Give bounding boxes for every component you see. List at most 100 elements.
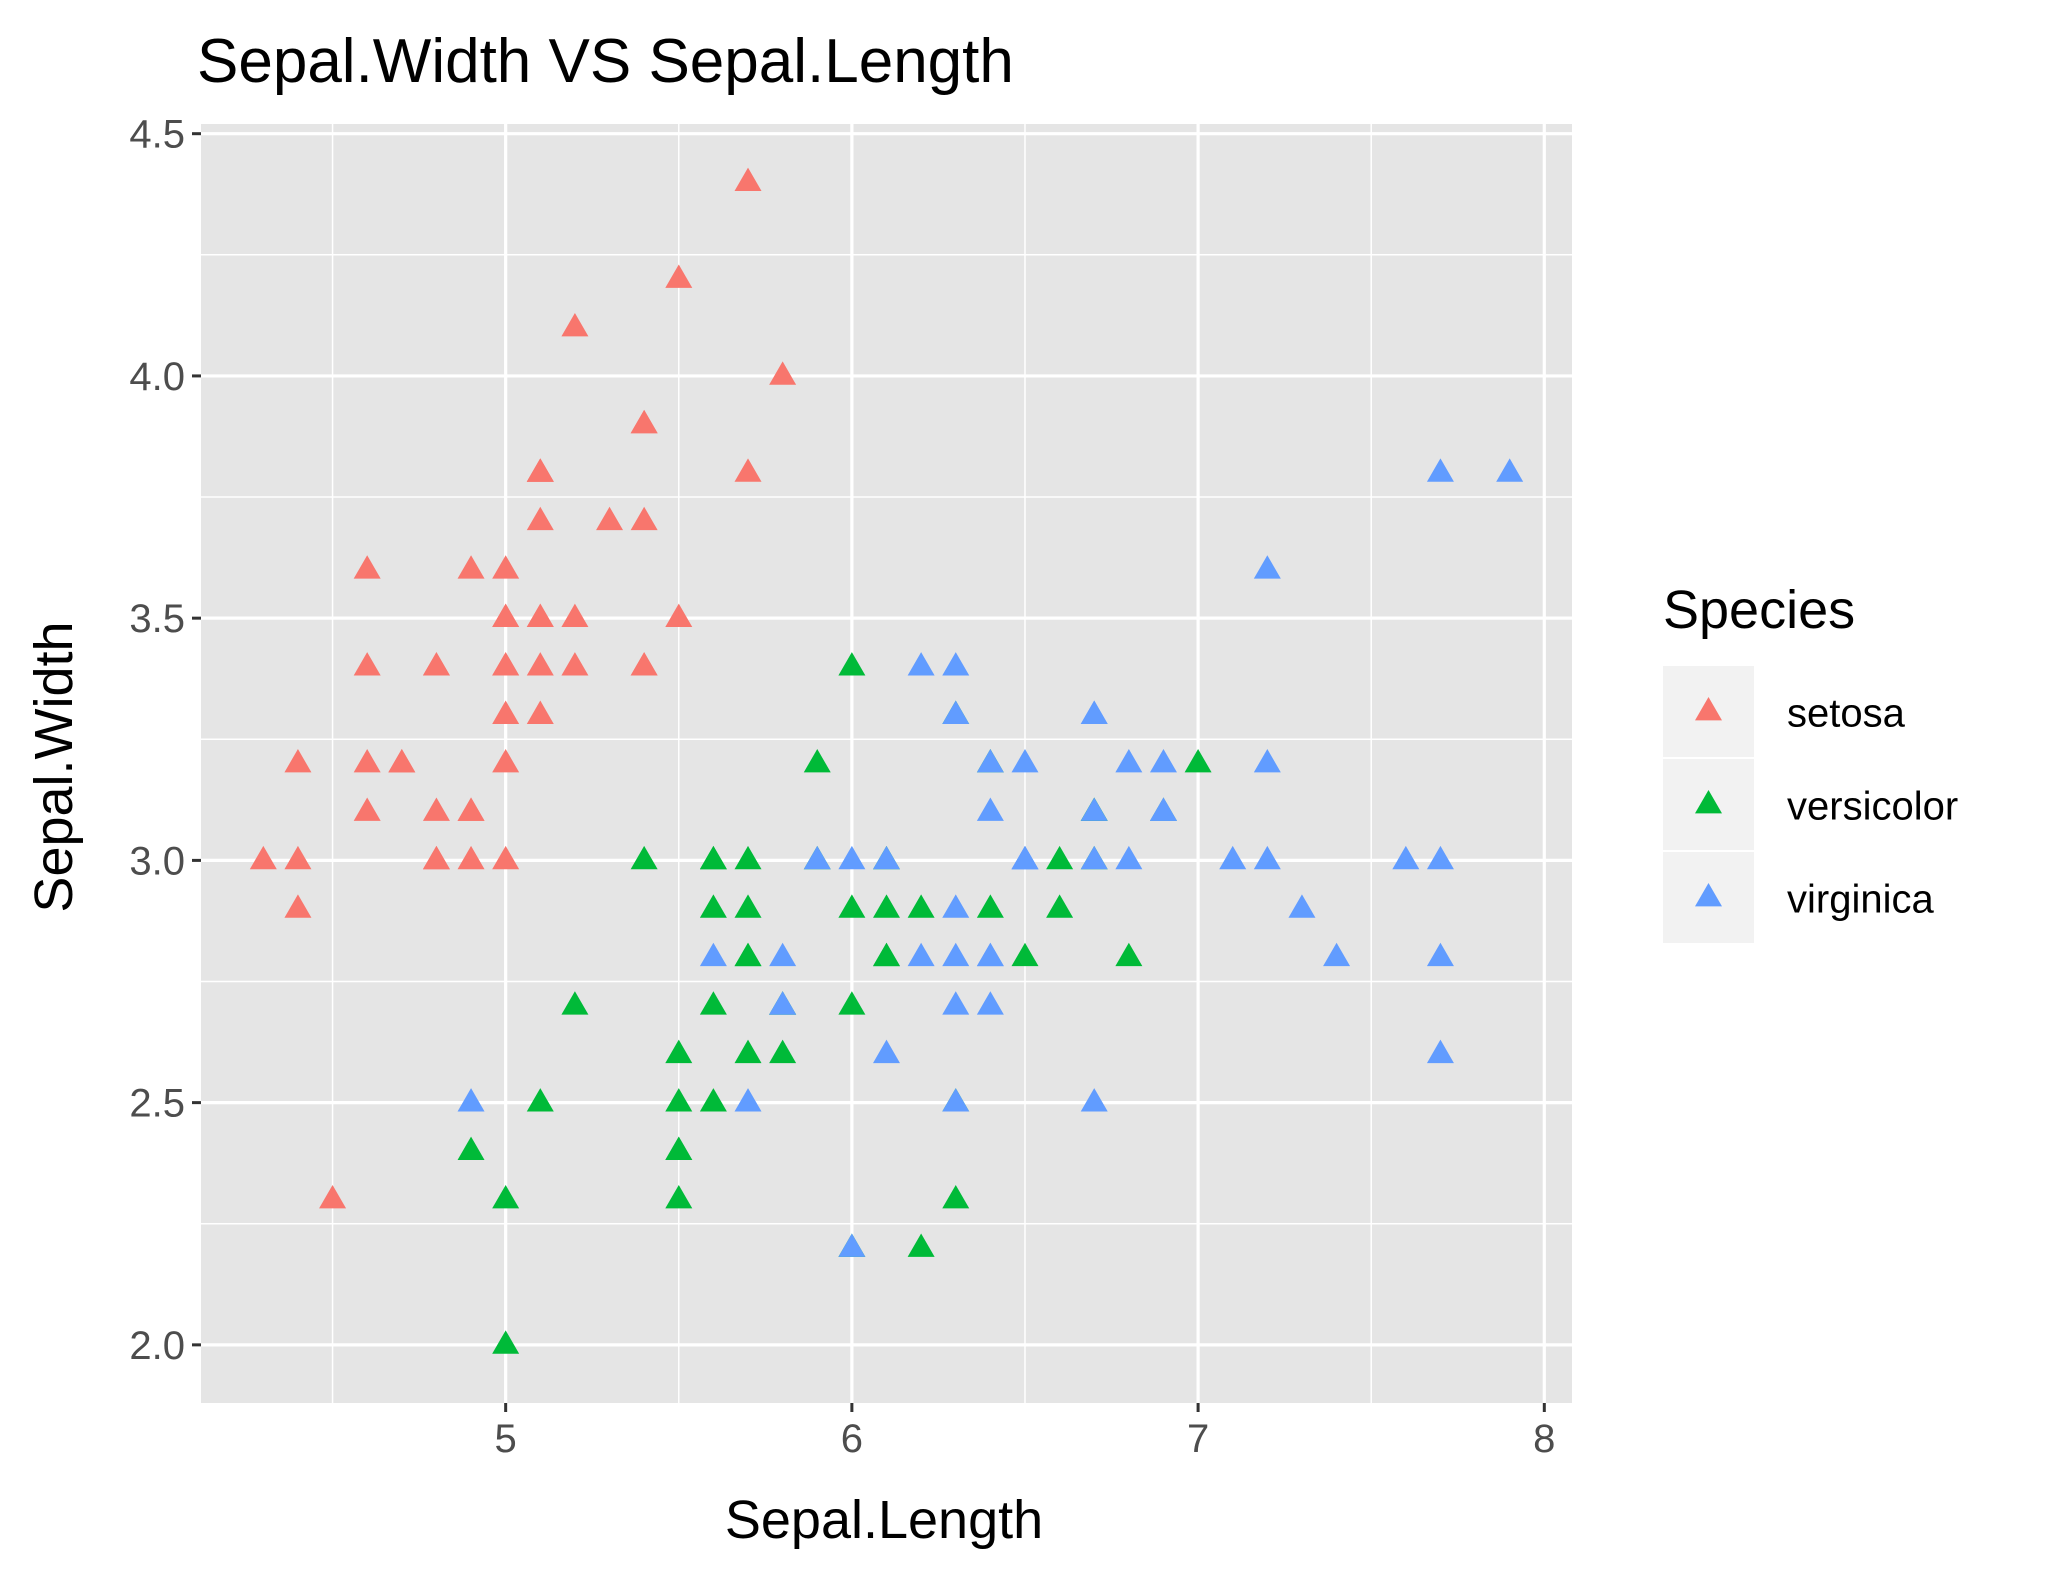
point-versicolor: [492, 1185, 520, 1209]
point-setosa: [734, 167, 762, 192]
point-virginica: [1149, 797, 1177, 821]
point-setosa: [526, 506, 554, 531]
point-versicolor: [665, 1185, 693, 1209]
point-setosa: [526, 700, 554, 724]
x-axis: 5 6 7 8: [495, 1403, 1555, 1461]
point-setosa: [665, 264, 693, 288]
point-virginica: [976, 749, 1004, 773]
point-versicolor: [561, 991, 589, 1015]
point-virginica: [1426, 845, 1454, 870]
legend-title: Species: [1663, 580, 1855, 640]
point-virginica: [1253, 555, 1281, 579]
x-tick-label: 6: [841, 1417, 863, 1461]
point-setosa: [492, 749, 520, 773]
point-virginica: [1426, 1039, 1454, 1064]
point-virginica: [803, 845, 831, 870]
point-versicolor: [699, 894, 727, 918]
y-tick-label: 3.5: [129, 597, 185, 641]
y-tick-label: 4.5: [129, 113, 185, 157]
point-setosa: [492, 845, 520, 870]
point-versicolor: [665, 1088, 693, 1112]
point-setosa: [284, 749, 312, 773]
x-axis-title: Sepal.Length: [725, 1490, 1043, 1550]
point-versicolor: [803, 749, 831, 773]
point-virginica: [942, 1088, 970, 1112]
point-setosa: [734, 458, 762, 482]
point-virginica: [1149, 749, 1177, 773]
point-virginica: [976, 942, 1004, 967]
point-setosa: [492, 700, 520, 724]
point-virginica: [1288, 894, 1316, 918]
point-virginica: [942, 894, 970, 918]
point-versicolor: [665, 1136, 693, 1160]
y-axis-title: Sepal.Width: [24, 621, 84, 912]
y-tick-label: 3.0: [129, 839, 185, 883]
point-virginica: [1253, 749, 1281, 773]
point-versicolor: [1115, 942, 1143, 967]
point-virginica: [942, 700, 970, 724]
point-versicolor: [873, 942, 900, 967]
point-virginica: [1080, 1088, 1108, 1112]
point-virginica: [1080, 700, 1108, 724]
point-virginica: [1219, 845, 1247, 870]
point-setosa: [526, 458, 554, 482]
legend-marker-versicolor: [1695, 790, 1722, 814]
point-setosa: [665, 603, 693, 628]
y-axis: 2.0 2.5 3.0 3.5 4.0 4.5: [129, 113, 201, 1368]
point-setosa: [526, 652, 554, 676]
point-virginica: [1080, 845, 1108, 870]
point-setosa: [561, 603, 589, 628]
point-versicolor: [734, 894, 762, 918]
point-setosa: [319, 1185, 347, 1209]
point-virginica: [942, 991, 970, 1015]
point-virginica: [873, 845, 900, 870]
point-virginica: [769, 991, 797, 1015]
y-tick-label: 2.5: [129, 1082, 185, 1126]
point-virginica: [1426, 458, 1454, 482]
point-virginica: [1080, 797, 1108, 821]
point-setosa: [422, 845, 450, 870]
x-tick-label: 8: [1533, 1417, 1555, 1461]
plot-panel: [201, 124, 1572, 1403]
point-setosa: [630, 409, 658, 434]
x-tick-label: 5: [495, 1417, 517, 1461]
point-setosa: [492, 652, 520, 676]
point-virginica: [1253, 845, 1281, 870]
point-versicolor: [665, 1039, 693, 1064]
point-setosa: [284, 845, 312, 870]
point-setosa: [630, 652, 658, 676]
point-setosa: [353, 652, 381, 676]
point-setosa: [422, 797, 450, 821]
point-setosa: [492, 603, 520, 628]
legend-label-virginica: virginica: [1787, 878, 1934, 922]
point-versicolor: [699, 991, 727, 1015]
point-virginica: [699, 942, 727, 967]
point-virginica: [769, 942, 797, 967]
point-versicolor: [699, 1088, 727, 1112]
point-versicolor: [873, 894, 900, 918]
point-versicolor: [699, 845, 727, 870]
legend-label-setosa: setosa: [1787, 692, 1906, 736]
point-virginica: [873, 1039, 900, 1064]
point-virginica: [976, 797, 1004, 821]
point-versicolor: [1184, 749, 1212, 773]
point-versicolor: [907, 1233, 935, 1257]
point-setosa: [388, 749, 416, 773]
point-versicolor: [838, 894, 866, 918]
point-setosa: [284, 894, 312, 918]
point-setosa: [249, 845, 277, 870]
chart-title: Sepal.Width VS Sepal.Length: [197, 27, 1014, 96]
point-virginica: [1115, 749, 1143, 773]
point-versicolor: [976, 894, 1004, 918]
point-virginica: [976, 991, 1004, 1015]
point-versicolor: [907, 894, 935, 918]
y-tick-label: 2.0: [129, 1324, 185, 1368]
point-setosa: [353, 555, 381, 579]
point-versicolor: [1011, 942, 1039, 967]
point-virginica: [907, 652, 935, 676]
point-versicolor: [734, 1039, 762, 1064]
point-setosa: [457, 845, 485, 870]
point-setosa: [561, 652, 589, 676]
legend-label-versicolor: versicolor: [1787, 785, 1958, 829]
